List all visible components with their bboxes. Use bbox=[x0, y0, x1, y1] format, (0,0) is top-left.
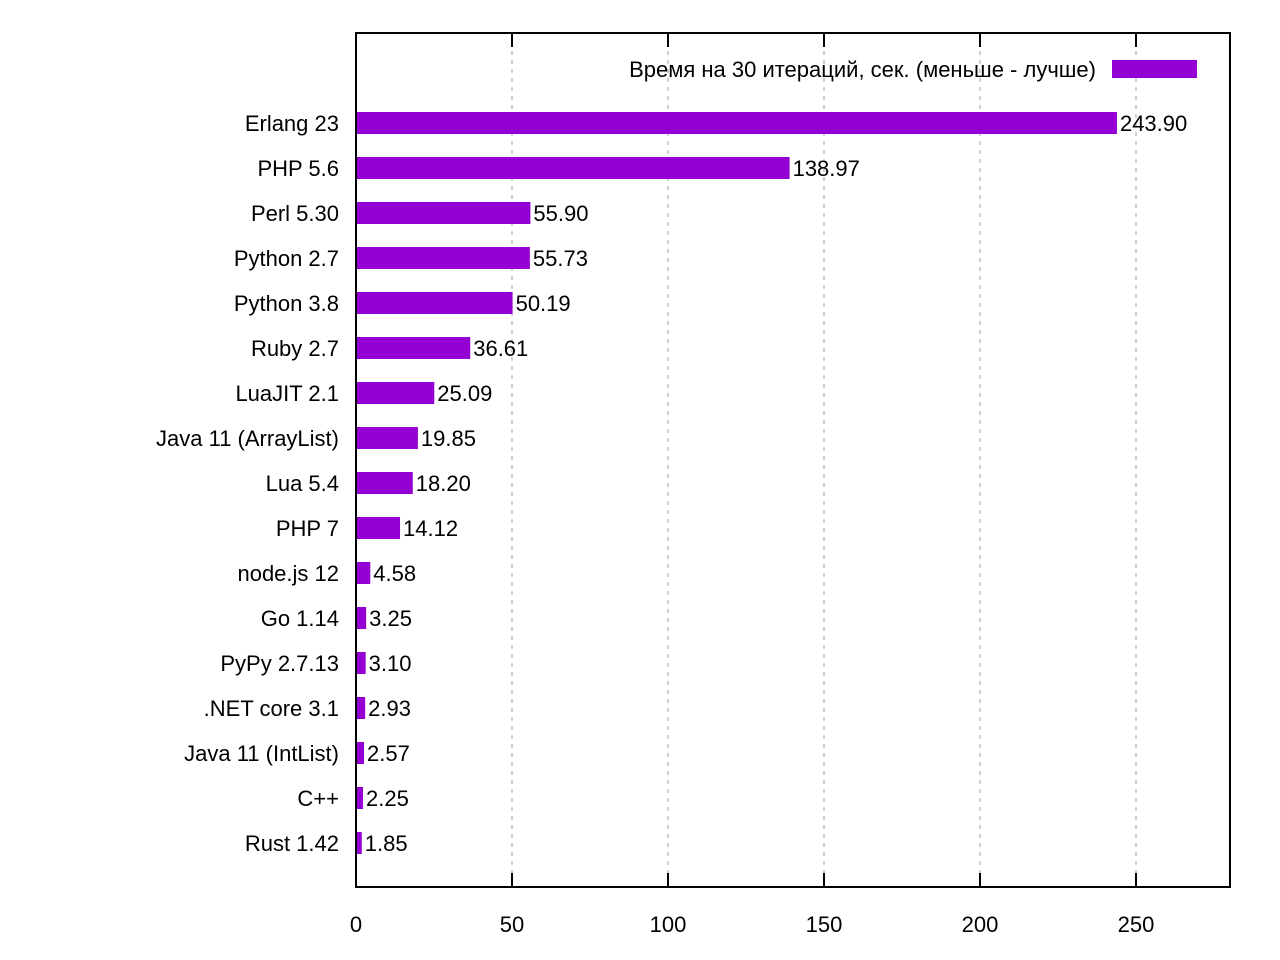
category-label: Go 1.14 bbox=[261, 606, 339, 631]
bar-value-label: 2.93 bbox=[368, 696, 411, 721]
category-label: Ruby 2.7 bbox=[251, 336, 339, 361]
category-label: PyPy 2.7.13 bbox=[220, 651, 339, 676]
bar-value-label: 3.25 bbox=[369, 606, 412, 631]
category-label: Perl 5.30 bbox=[251, 201, 339, 226]
bar-value-label: 25.09 bbox=[437, 381, 492, 406]
bar bbox=[356, 832, 362, 854]
bar bbox=[356, 607, 367, 629]
bar bbox=[356, 157, 790, 179]
value-labels: 243.90 138.97 55.90 55.73 50.19 36.61 25.09 19.… bbox=[365, 111, 1187, 856]
bar-value-label: 138.97 bbox=[793, 156, 860, 181]
bar bbox=[356, 652, 366, 674]
bar bbox=[356, 382, 435, 404]
bar-value-label: 4.58 bbox=[373, 561, 416, 586]
legend-swatch bbox=[1112, 60, 1197, 78]
category-label: Rust 1.42 bbox=[245, 831, 339, 856]
category-labels: Erlang 23 PHP 5.6 Perl 5.30 Python 2.7 Pytho… bbox=[156, 111, 339, 856]
legend-label: Время на 30 итераций, сек. (меньше - луч… bbox=[629, 57, 1096, 82]
bars bbox=[356, 112, 1117, 854]
legend: Время на 30 итераций, сек. (меньше - луч… bbox=[629, 57, 1197, 82]
bar bbox=[356, 472, 413, 494]
bar-value-label: 55.90 bbox=[533, 201, 588, 226]
bar-value-label: 3.10 bbox=[369, 651, 412, 676]
category-label: PHP 7 bbox=[276, 516, 339, 541]
bar bbox=[356, 292, 513, 314]
bar bbox=[356, 562, 371, 584]
bar bbox=[356, 517, 401, 539]
bar bbox=[356, 247, 530, 269]
category-label: Erlang 23 bbox=[245, 111, 339, 136]
category-label: node.js 12 bbox=[237, 561, 339, 586]
bar-value-label: 36.61 bbox=[473, 336, 528, 361]
bar bbox=[356, 787, 364, 809]
grid-lines bbox=[511, 33, 1137, 887]
bar-value-label: 2.57 bbox=[367, 741, 410, 766]
bar-value-label: 18.20 bbox=[416, 471, 471, 496]
x-tick-label: 200 bbox=[962, 912, 999, 937]
category-label: Python 3.8 bbox=[234, 291, 339, 316]
x-tick-label: 50 bbox=[500, 912, 524, 937]
category-label: Python 2.7 bbox=[234, 246, 339, 271]
bar bbox=[356, 202, 531, 224]
category-label: LuaJIT 2.1 bbox=[235, 381, 339, 406]
x-tick-label: 100 bbox=[650, 912, 687, 937]
category-label: .NET core 3.1 bbox=[204, 696, 339, 721]
x-tick-label: 250 bbox=[1118, 912, 1155, 937]
category-label: PHP 5.6 bbox=[257, 156, 339, 181]
category-label: Java 11 (ArrayList) bbox=[156, 426, 339, 451]
bar bbox=[356, 337, 471, 359]
category-label: Lua 5.4 bbox=[266, 471, 339, 496]
plot-frame bbox=[355, 32, 1231, 888]
bar-value-label: 1.85 bbox=[365, 831, 408, 856]
bar bbox=[356, 697, 366, 719]
category-label: Java 11 (IntList) bbox=[184, 741, 339, 766]
category-label: C++ bbox=[297, 786, 339, 811]
bar bbox=[356, 742, 365, 764]
bar-value-label: 14.12 bbox=[403, 516, 458, 541]
x-tick-label: 0 bbox=[350, 912, 362, 937]
bar bbox=[356, 112, 1117, 134]
x-tick-label: 150 bbox=[806, 912, 843, 937]
bar-value-label: 243.90 bbox=[1120, 111, 1187, 136]
bar-value-label: 55.73 bbox=[533, 246, 588, 271]
bar-value-label: 2.25 bbox=[366, 786, 409, 811]
bar bbox=[356, 427, 418, 449]
bar-value-label: 19.85 bbox=[421, 426, 476, 451]
bar-value-label: 50.19 bbox=[516, 291, 571, 316]
